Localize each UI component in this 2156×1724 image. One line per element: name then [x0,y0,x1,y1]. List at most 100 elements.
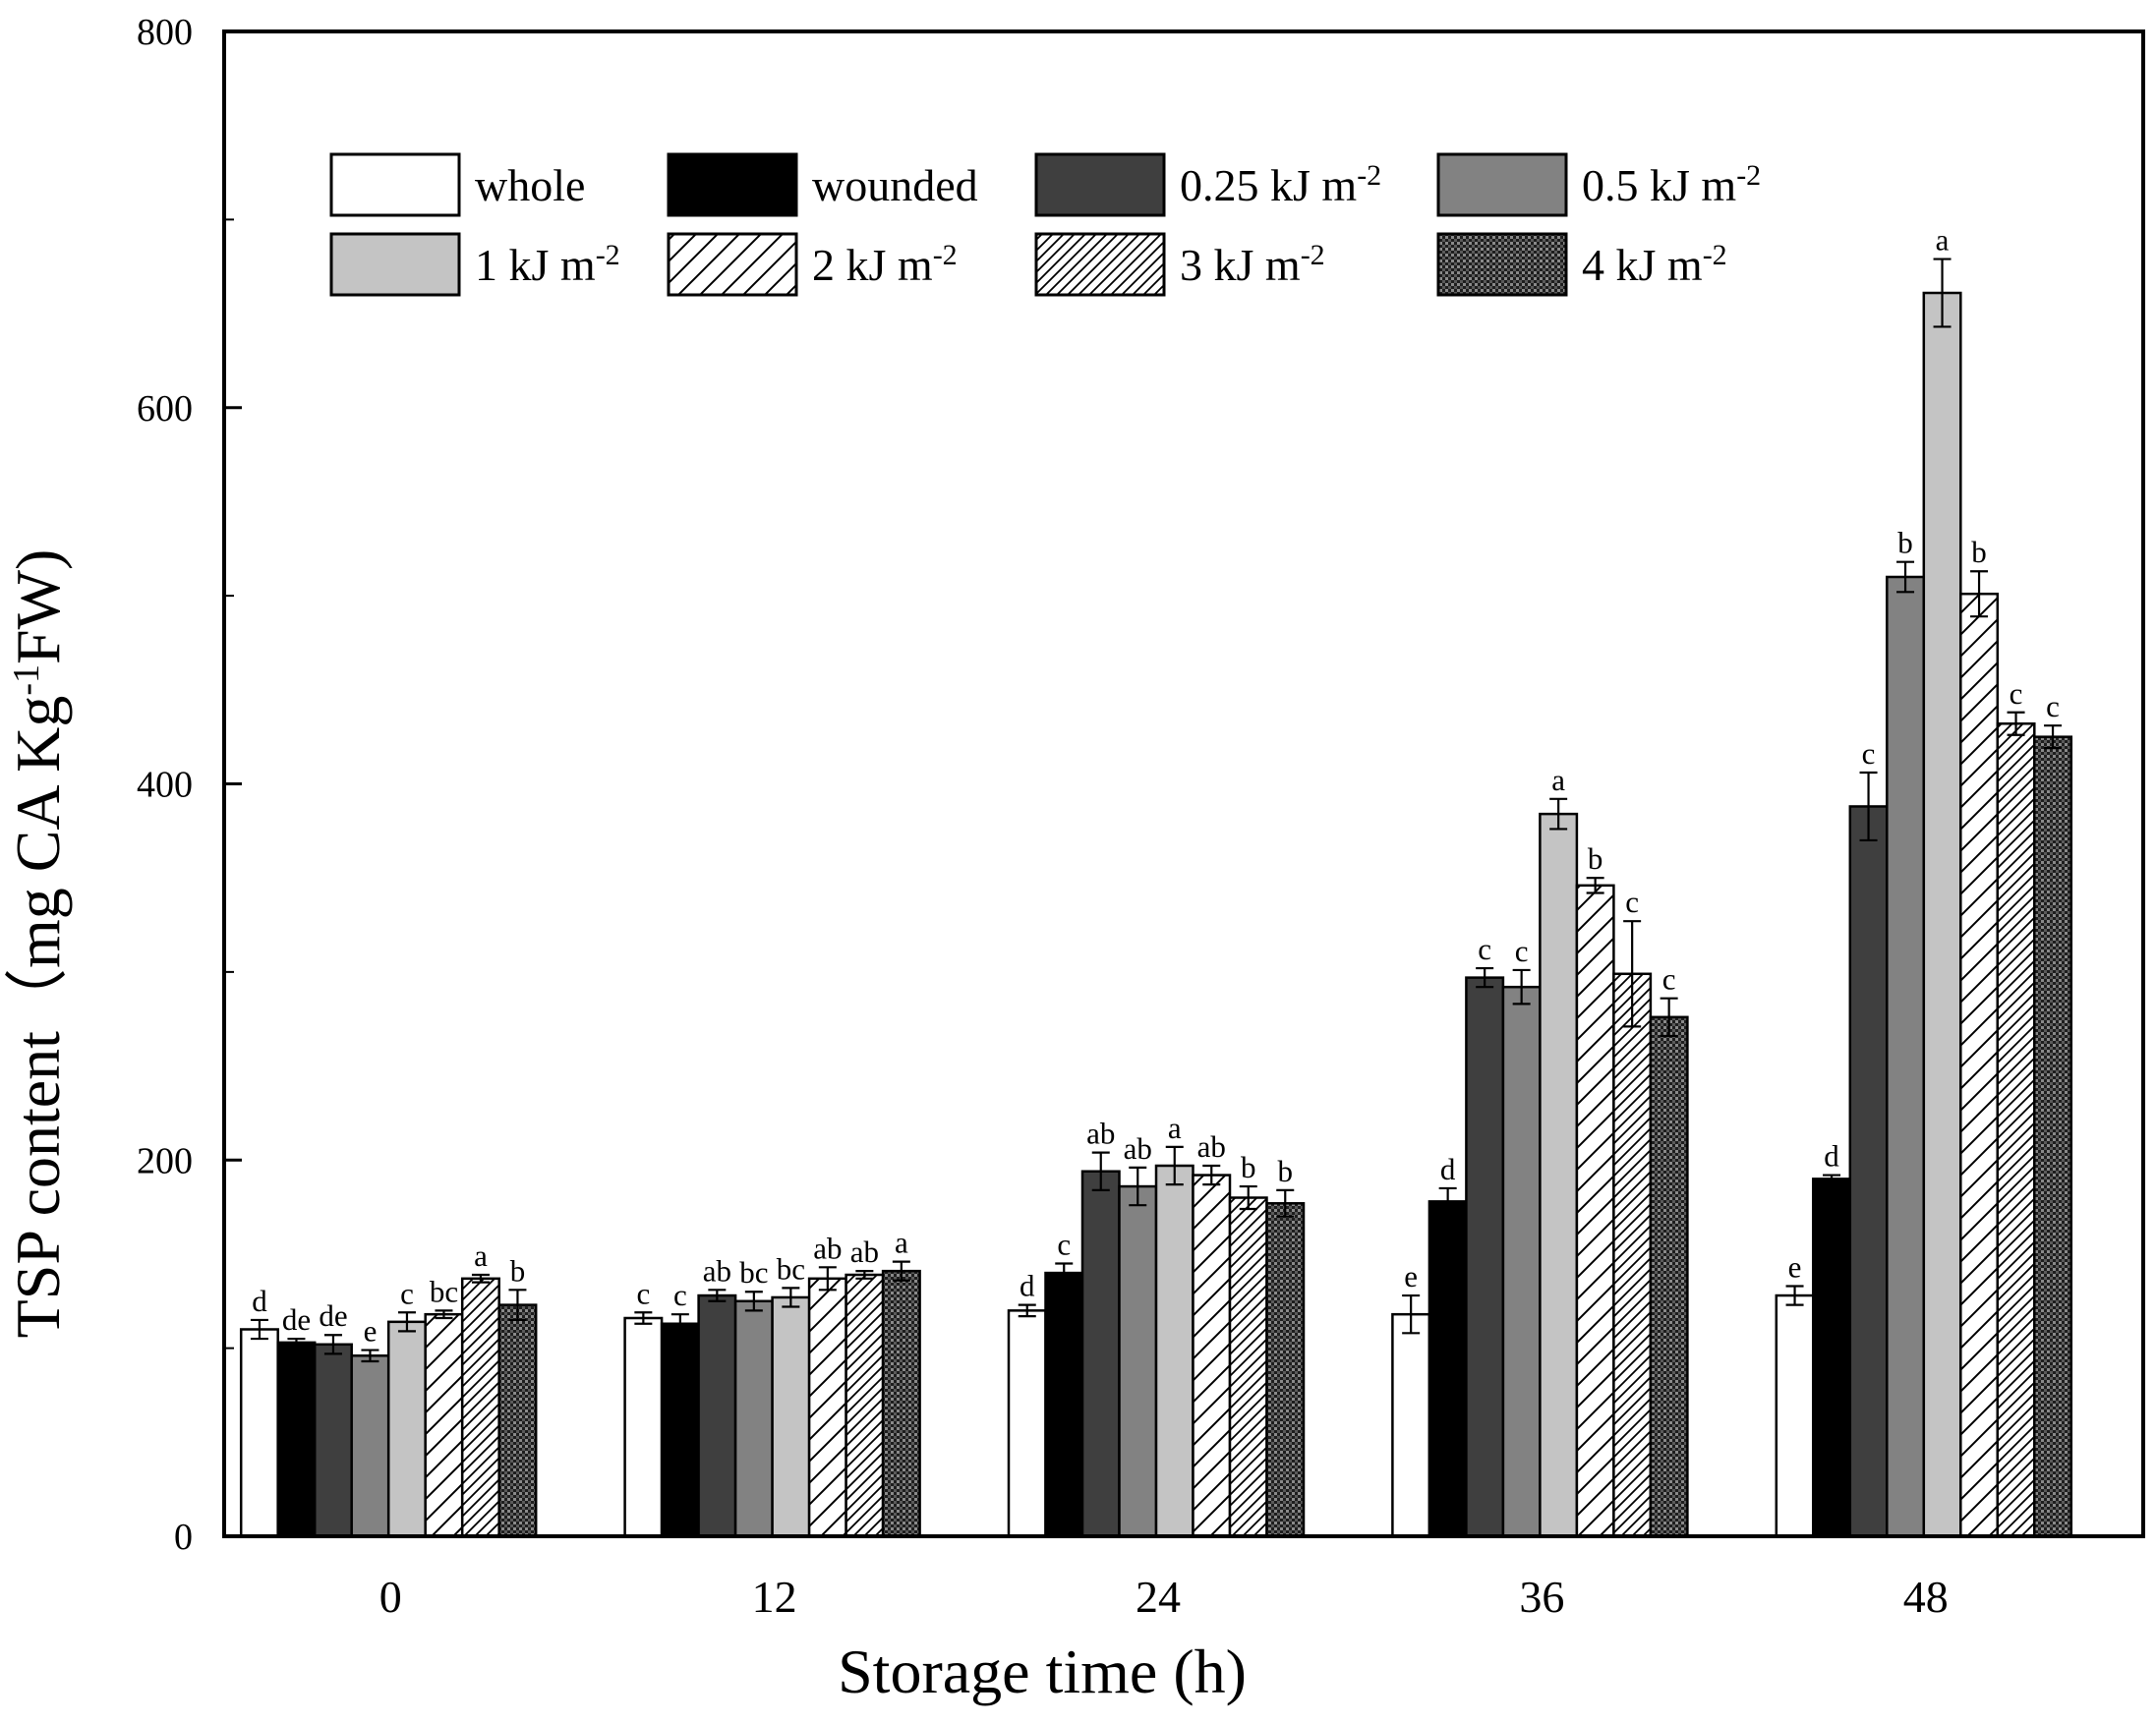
bar-hatch-dense [1228,1196,1268,1538]
significance-label: d [1824,1139,1839,1174]
legend-label: 4 kJ m-2 [1582,239,1727,291]
significance-label: c [1625,885,1639,919]
significance-label: c [1662,962,1676,997]
significance-label: d [1440,1152,1456,1186]
bar-grid [497,1303,538,1538]
significance-label: c [636,1276,650,1310]
bar-hatch-dense [1996,722,2036,1538]
significance-label: de [282,1302,311,1337]
significance-label: ab [1124,1131,1152,1166]
significance-label: a [1168,1111,1182,1145]
significance-label: b [1588,841,1603,876]
significance-label: b [1278,1154,1294,1188]
significance-label: ab [1197,1129,1226,1164]
bar-darkgray [1080,1170,1121,1538]
x-tick-label: 48 [1903,1572,1949,1622]
bar-darkgray [313,1343,353,1538]
svg-text:TSP content（mg CA Kg-1FW): TSP content（mg CA Kg-1FW) [3,549,73,1339]
bar-black [276,1341,317,1538]
significance-label: d [1020,1269,1035,1303]
x-tick-label: 0 [379,1572,402,1622]
legend-swatch-gray [1436,152,1568,217]
significance-label: c [1862,736,1876,771]
significance-label: c [673,1278,687,1312]
significance-label: bc [739,1255,768,1290]
bar-darkgray [1848,805,1889,1538]
significance-label: bc [430,1274,458,1308]
significance-label: b [1241,1150,1256,1184]
plot-frame [222,29,2145,1538]
bar-lightgray [771,1295,811,1538]
bar-hatch-wide [1575,884,1615,1538]
legend-label: 0.5 kJ m-2 [1582,159,1761,211]
bar-white [623,1316,664,1538]
bar-black [1428,1200,1468,1538]
legend-label: 2 kJ m-2 [812,239,958,291]
bar-black [1044,1271,1084,1538]
legend-label: 0.25 kJ m-2 [1180,159,1381,211]
bar-hatch-dense [460,1277,500,1538]
legend: whole wounded 0.25 kJ m-2 0.5 kJ m-2 1 kJ m-… [329,152,1761,297]
y-tick-label: 400 [137,765,193,806]
y-axis-title: TSP content（mg CA Kg-1FW) [3,549,73,1339]
bar-grid [1265,1202,1306,1538]
legend-swatch-white [329,152,461,217]
bar-white [1007,1309,1047,1538]
bar-gray [733,1299,774,1538]
bar-black [660,1322,700,1538]
significance-label: ab [850,1235,879,1269]
significance-label: e [364,1314,378,1349]
y-axis-ticks: 0 200 400 600 800 [137,12,242,1558]
legend-label: whole [475,160,585,210]
significance-label: de [319,1298,347,1333]
bar-hatch-dense [1612,972,1653,1538]
bar-gray [350,1354,390,1538]
y-axis-title-superscript: -1 [6,664,47,696]
bar-white [1391,1312,1431,1538]
bar-grid [881,1269,921,1538]
x-tick-label: 36 [1519,1572,1564,1622]
significance-label: ab [813,1231,842,1265]
bar-gray [1886,575,1926,1538]
bar-darkgray [697,1293,737,1538]
bar-darkgray [1465,976,1505,1538]
significance-label: c [1057,1228,1071,1262]
bar-hatch-wide [1192,1174,1232,1538]
significance-label: c [400,1276,414,1310]
bar-gray [1118,1184,1158,1538]
bar-lightgray [1154,1164,1195,1538]
significance-label: e [1404,1259,1418,1293]
y-axis-title-text-end: FW) [3,549,73,664]
significance-label: c [1478,932,1491,966]
significance-label: a [1551,763,1565,797]
significance-label: a [474,1238,488,1273]
significance-label: e [1788,1249,1802,1284]
legend-swatch-darkgray [1034,152,1166,217]
y-tick-label: 200 [137,1140,193,1181]
significance-label: d [252,1284,267,1318]
x-axis-title: Storage time (h) [838,1637,1247,1706]
significance-label: bc [777,1251,805,1286]
significance-label: c [1515,934,1529,968]
significance-label: b [1971,535,1987,569]
legend-swatch-hatch-dense [1034,232,1166,297]
y-tick-label: 0 [174,1517,193,1558]
significance-label: c [2046,689,2060,723]
significance-label: c [2010,676,2023,711]
legend-swatch-black [667,152,798,217]
significance-label: b [1897,526,1913,560]
bar-white [1775,1293,1815,1538]
legend-swatch-hatch-wide [667,232,798,297]
legend-label: 1 kJ m-2 [475,239,620,291]
bar-hatch-dense [845,1273,885,1538]
bar-lightgray [1539,812,1579,1538]
bar-hatch-wide [1959,592,2000,1538]
y-axis-title-text: TSP content（mg CA Kg [3,696,73,1339]
significance-label: b [510,1253,526,1288]
bar-lightgray [1922,291,1962,1538]
legend-swatch-grid [1436,232,1568,297]
legend-label: wounded [812,160,978,210]
bar-grid [2033,735,2073,1538]
significance-label: ab [1086,1117,1115,1151]
